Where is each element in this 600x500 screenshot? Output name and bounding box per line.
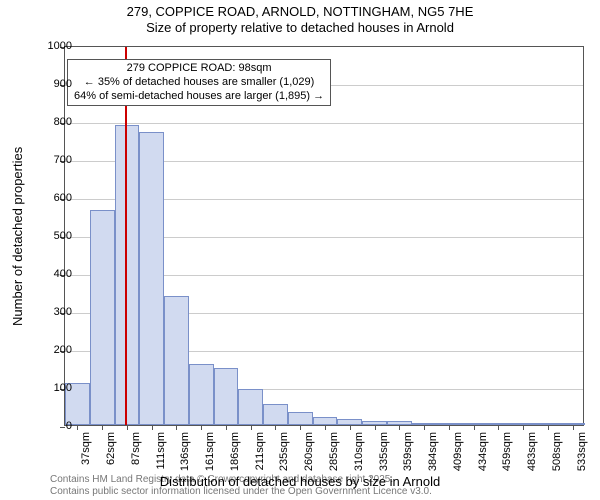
title-line-1: 279, COPPICE ROAD, ARNOLD, NOTTINGHAM, N… [0,4,600,20]
y-tick-label: 800 [54,116,72,128]
histogram-bar [313,417,338,425]
y-tick-label: 900 [54,78,72,90]
annotation-line-2: ← 35% of detached houses are smaller (1,… [74,76,324,90]
y-tick-label: 600 [54,192,72,204]
annotation-line-3: 64% of semi-detached houses are larger (… [74,90,324,104]
y-tick-label: 200 [54,344,72,356]
annotation-line-1: 279 COPPICE ROAD: 98sqm [74,62,324,76]
x-tick-label: 260sqm [303,432,315,476]
x-tick-mark [127,425,128,430]
x-tick-label: 409sqm [452,432,464,476]
histogram-bar [90,210,115,425]
gridline-h [65,123,583,124]
chart-container: 279 COPPICE ROAD: 98sqm← 35% of detached… [64,46,584,426]
x-tick-label: 508sqm [551,432,563,476]
x-tick-mark [325,425,326,430]
x-tick-mark [573,425,574,430]
x-tick-mark [523,425,524,430]
x-tick-mark [474,425,475,430]
histogram-bar [139,132,164,425]
x-tick-label: 37sqm [80,432,92,476]
x-tick-mark [77,425,78,430]
x-tick-label: 310sqm [353,432,365,476]
x-tick-label: 384sqm [427,432,439,476]
x-tick-label: 62sqm [105,432,117,476]
x-tick-mark [152,425,153,430]
y-tick-label: 1000 [48,40,72,52]
y-tick-mark [60,427,65,428]
x-tick-mark [275,425,276,430]
histogram-bar [164,296,189,425]
x-tick-mark [251,425,252,430]
x-tick-label: 434sqm [477,432,489,476]
y-tick-label: 300 [54,306,72,318]
x-tick-mark [300,425,301,430]
plot-area: 279 COPPICE ROAD: 98sqm← 35% of detached… [64,46,584,426]
x-axis-label: Distribution of detached houses by size … [0,474,600,489]
title-line-2: Size of property relative to detached ho… [0,20,600,36]
y-tick-label: 400 [54,268,72,280]
x-tick-label: 111sqm [155,432,167,476]
x-tick-label: 359sqm [402,432,414,476]
x-tick-label: 285sqm [328,432,340,476]
chart-title-block: 279, COPPICE ROAD, ARNOLD, NOTTINGHAM, N… [0,0,600,37]
x-tick-label: 186sqm [229,432,241,476]
histogram-bar [238,389,263,425]
histogram-bar [214,368,239,425]
x-tick-mark [375,425,376,430]
y-axis-label: Number of detached properties [10,146,25,325]
histogram-bar [288,412,313,425]
x-tick-label: 161sqm [204,432,216,476]
x-tick-mark [201,425,202,430]
x-tick-label: 235sqm [278,432,290,476]
x-tick-mark [176,425,177,430]
x-tick-mark [548,425,549,430]
x-tick-label: 533sqm [576,432,588,476]
x-tick-mark [498,425,499,430]
x-tick-label: 483sqm [526,432,538,476]
x-tick-mark [350,425,351,430]
x-tick-mark [424,425,425,430]
y-tick-label: 700 [54,154,72,166]
x-tick-label: 136sqm [179,432,191,476]
y-tick-label: 500 [54,230,72,242]
annotation-box: 279 COPPICE ROAD: 98sqm← 35% of detached… [67,59,331,106]
x-tick-label: 211sqm [254,432,266,476]
x-tick-mark [449,425,450,430]
x-tick-mark [102,425,103,430]
x-tick-label: 335sqm [378,432,390,476]
x-tick-label: 87sqm [130,432,142,476]
y-tick-label: 100 [54,382,72,394]
x-tick-label: 459sqm [501,432,513,476]
x-tick-mark [226,425,227,430]
x-tick-mark [399,425,400,430]
histogram-bar [263,404,288,425]
y-tick-label: 0 [66,420,72,432]
histogram-bar [189,364,214,425]
